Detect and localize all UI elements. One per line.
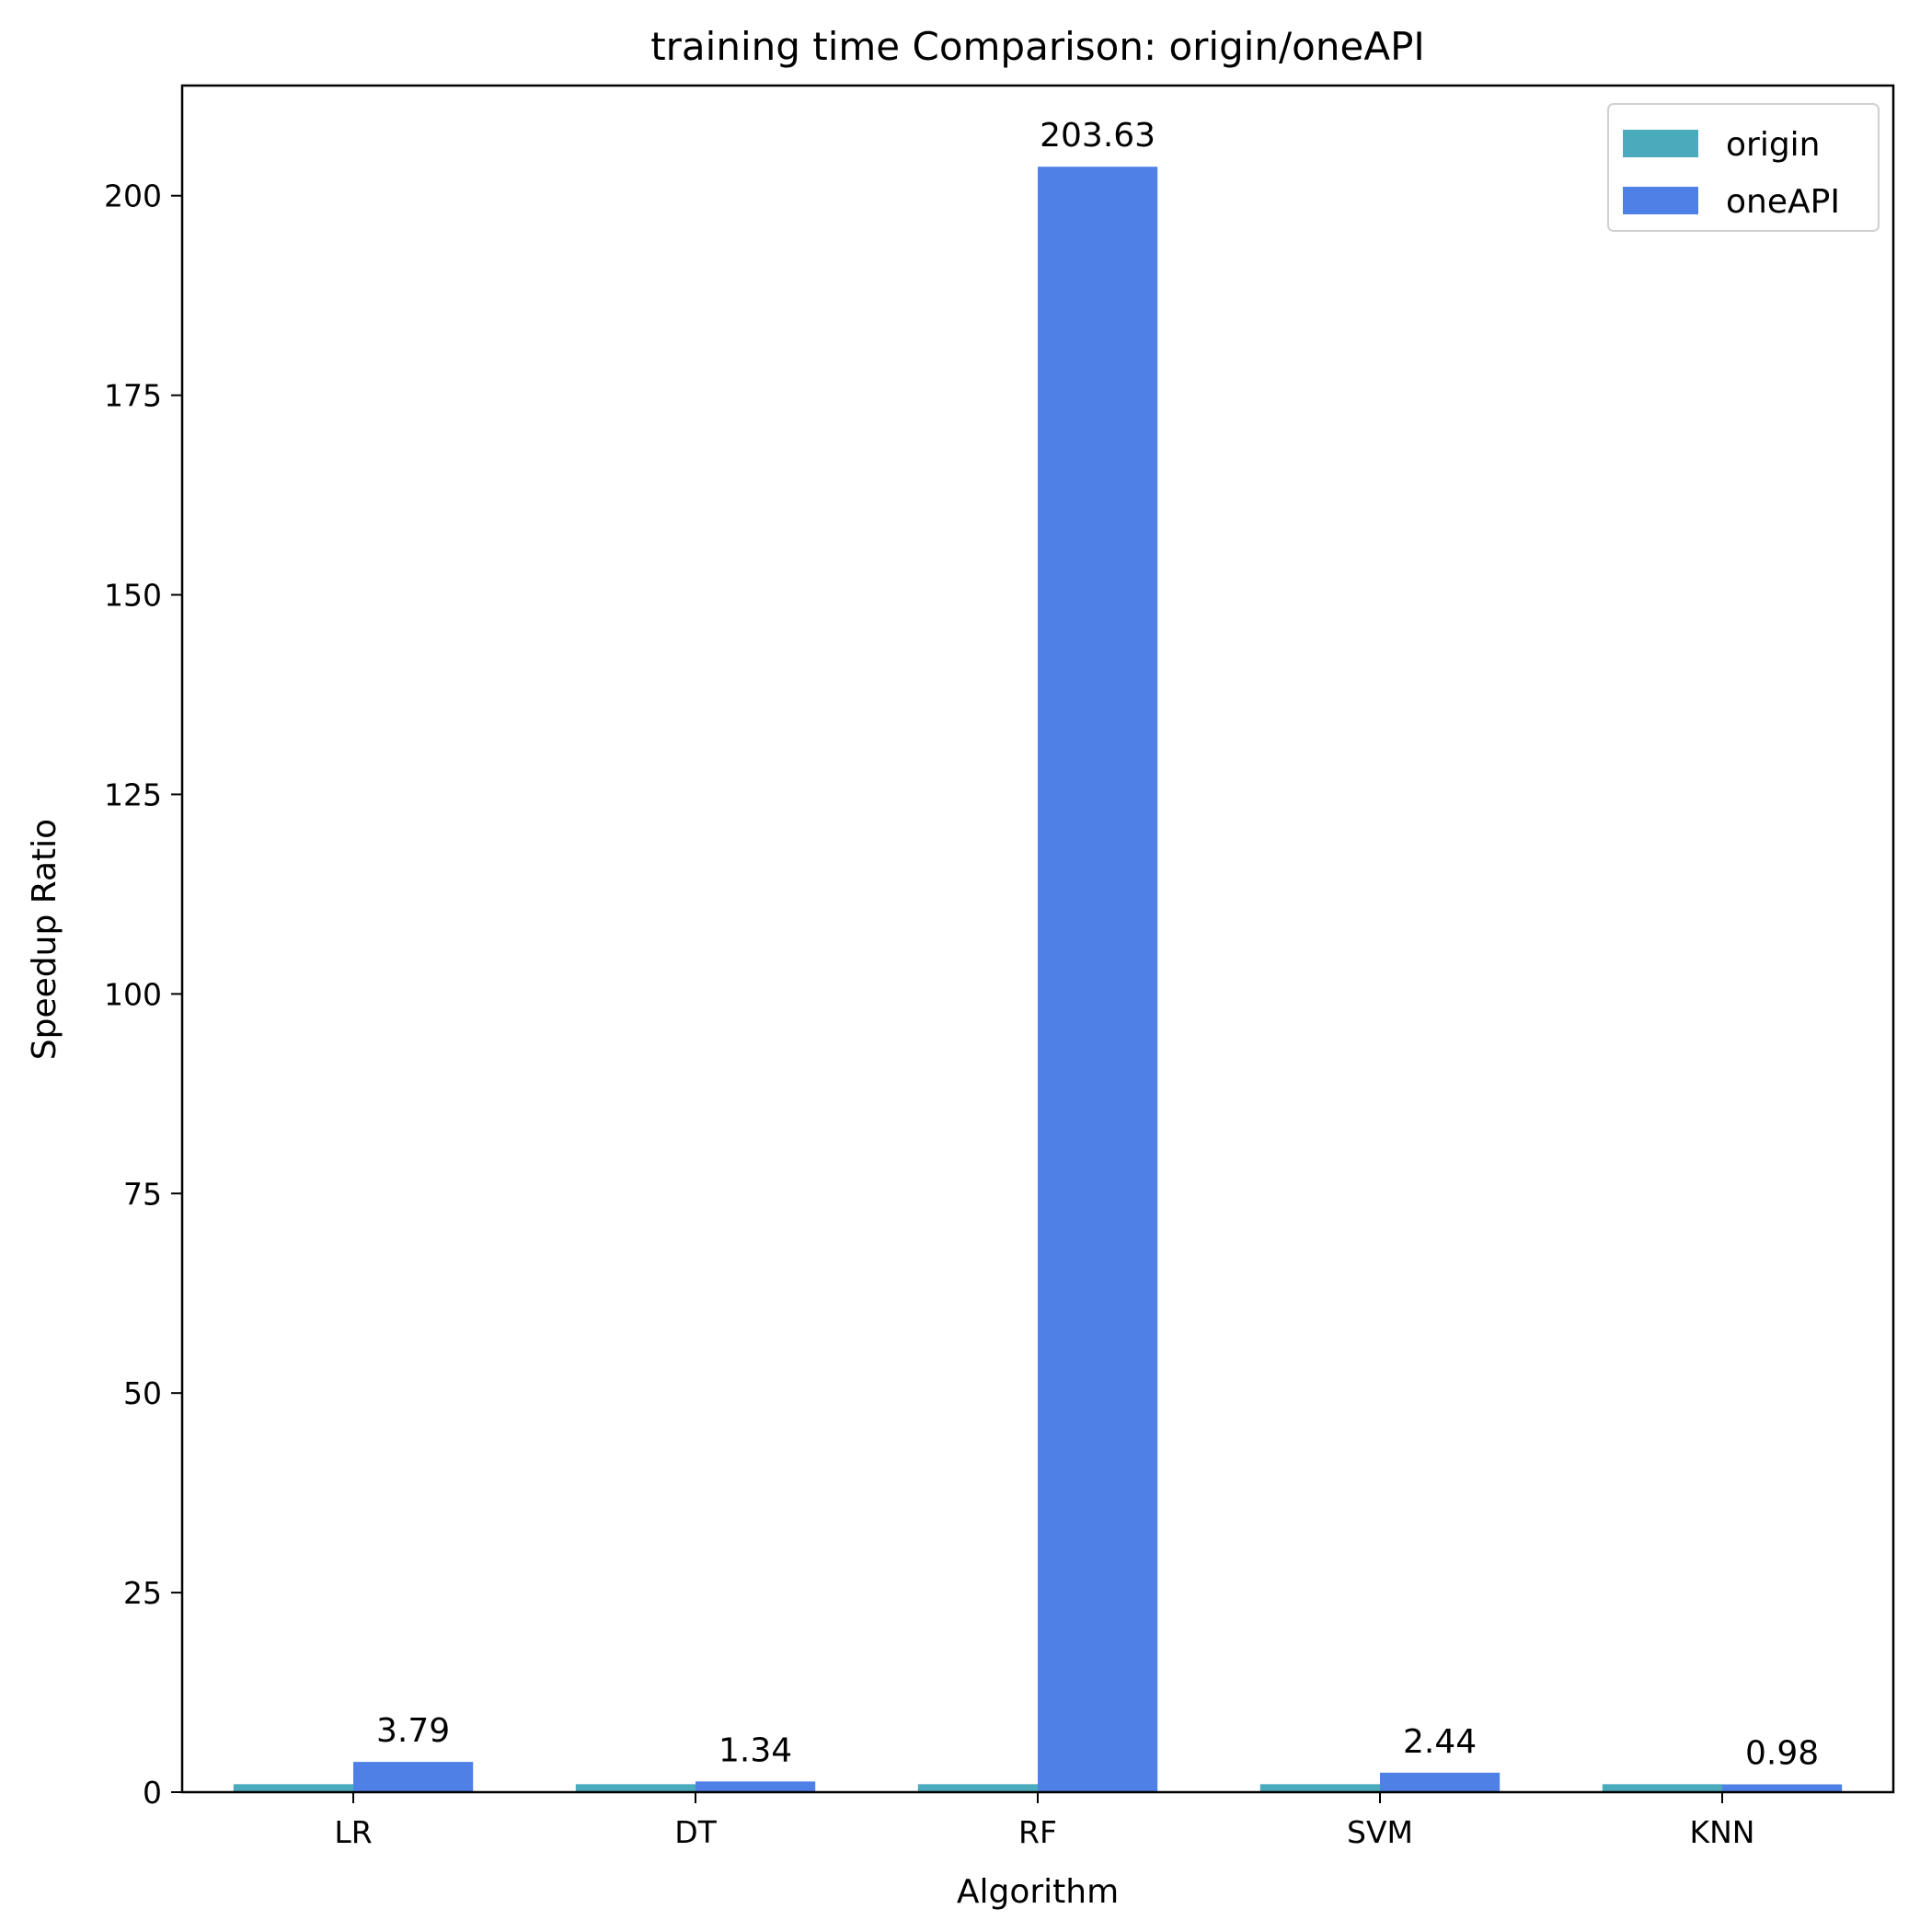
data-label-dt: 1.34 [719, 1731, 792, 1769]
bar-oneAPI-rf [1038, 167, 1158, 1793]
bar-oneAPI-knn [1722, 1784, 1843, 1792]
y-tick-label-200: 200 [104, 178, 162, 214]
plot-frame [180, 84, 1895, 1794]
y-tick-label-50: 50 [123, 1375, 162, 1411]
legend-swatch-oneAPI [1623, 187, 1698, 214]
bar-origin-svm [1259, 1784, 1380, 1792]
data-label-rf: 203.63 [1040, 117, 1155, 155]
x-tick-label-lr: LR [334, 1814, 372, 1850]
y-axis-label: Speedup Ratio [26, 819, 63, 1060]
bar-origin-rf [917, 1784, 1038, 1792]
y-tick-label-75: 75 [123, 1176, 162, 1212]
legend-swatch-origin [1623, 130, 1698, 157]
x-tick-label-knn: KNN [1689, 1814, 1754, 1850]
legend-label-oneAPI: oneAPI [1726, 183, 1840, 221]
y-tick-label-0: 0 [143, 1775, 162, 1811]
bar-origin-knn [1602, 1784, 1722, 1792]
data-label-svm: 2.44 [1403, 1723, 1477, 1761]
y-tick-label-125: 125 [104, 776, 162, 812]
legend: origin oneAPI [1607, 103, 1880, 232]
bar-oneAPI-dt [696, 1781, 816, 1792]
bar-oneAPI-svm [1380, 1772, 1500, 1792]
plot-area: 3.79 LR 1.34 DT 203.63 RF 2.44 SVM 0.98 KNN 0 25 50 7… [104, 84, 1895, 1850]
legend-label-origin: origin [1726, 126, 1821, 164]
data-label-knn: 0.98 [1745, 1734, 1819, 1772]
y-tick-label-175: 175 [104, 378, 162, 414]
chart-title: training time Comparison: origin/oneAPI [650, 24, 1425, 69]
y-tick-label-150: 150 [104, 578, 162, 614]
bar-oneAPI-lr [353, 1762, 474, 1792]
data-label-lr: 3.79 [376, 1712, 450, 1750]
x-tick-label-svm: SVM [1347, 1814, 1413, 1850]
y-tick-label-25: 25 [123, 1575, 162, 1611]
bar-origin-dt [575, 1784, 696, 1792]
x-tick-label-rf: RF [1018, 1814, 1057, 1850]
x-tick-label-dt: DT [674, 1814, 717, 1850]
x-axis-label: Algorithm [957, 1873, 1119, 1911]
bar-origin-lr [233, 1784, 353, 1792]
y-tick-label-100: 100 [104, 976, 162, 1012]
